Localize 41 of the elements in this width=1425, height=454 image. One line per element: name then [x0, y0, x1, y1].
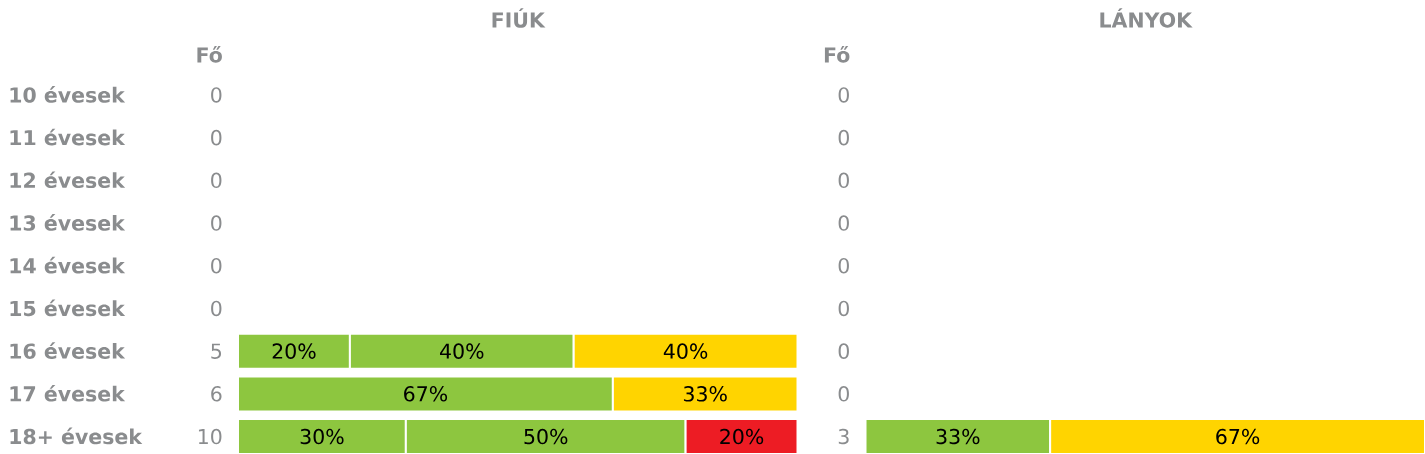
data-label: 30%	[300, 428, 344, 445]
text: 0	[838, 87, 849, 103]
data-label: 40%	[440, 343, 484, 359]
text: 0	[838, 386, 849, 402]
y-tick-label: 14 évesek	[10, 256, 126, 274]
y-tick-label: 11 évesek	[10, 128, 126, 146]
text: 5	[211, 343, 222, 359]
chart-title: LÁNYOK	[1100, 8, 1193, 28]
y-tick-label: 18+ évesek	[10, 427, 143, 445]
text: Fő	[197, 45, 222, 63]
data-label: 33%	[936, 428, 980, 445]
text: 0	[838, 215, 849, 231]
y-tick-label: 16 évesek	[10, 342, 126, 359]
text: 6	[211, 386, 222, 402]
text: 0	[838, 343, 849, 359]
text: 10	[198, 428, 222, 445]
chart-title: FIÚK	[492, 8, 546, 28]
data-label: 40%	[663, 343, 708, 359]
text: 0	[838, 300, 849, 317]
text: 0	[211, 129, 222, 146]
text: 0	[211, 87, 222, 103]
y-tick-label: 15 évesek	[10, 299, 126, 317]
data-label: 20%	[720, 428, 764, 445]
text: 0	[211, 172, 222, 189]
data-label: 67%	[404, 386, 448, 402]
y-tick-label: 17 évesek	[10, 384, 126, 402]
text: 0	[211, 257, 222, 274]
y-tick-label: 10 évesek	[10, 86, 126, 103]
text: 0	[838, 172, 849, 189]
y-tick-label: 12 évesek	[10, 171, 126, 189]
text: 0	[211, 300, 222, 317]
data-label: 50%	[524, 428, 568, 445]
y-tick-label: 13 évesek	[10, 214, 126, 231]
text: 0	[838, 257, 849, 274]
text: Fő	[824, 45, 850, 63]
text: 0	[838, 129, 849, 146]
data-label: 33%	[683, 386, 727, 402]
text: 0	[211, 215, 222, 231]
data-label: 67%	[1216, 428, 1260, 445]
text: 3	[838, 428, 849, 445]
data-label: 20%	[272, 343, 316, 359]
